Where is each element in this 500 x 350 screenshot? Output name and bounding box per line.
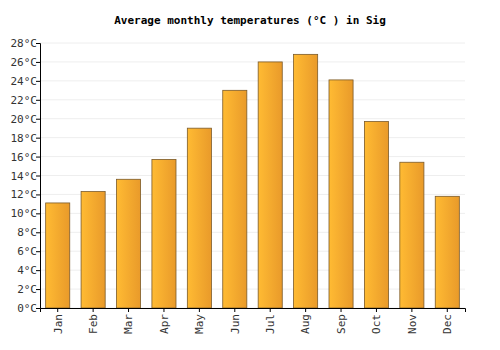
x-tick-label: Dec (441, 314, 454, 334)
y-tick: 28°C (11, 37, 41, 50)
y-tick-label: 2°C (17, 283, 37, 296)
x-axis: Jan Feb Mar Apr May Jun Jul Aug Sep Oct Nov Dec (41, 308, 466, 334)
grid-line (40, 61, 465, 62)
x-tick: Feb (87, 308, 100, 334)
x-tick-mark (128, 308, 129, 312)
x-tick: May (193, 308, 206, 334)
y-tick: 18°C (11, 132, 41, 145)
y-tick: 14°C (11, 170, 41, 183)
x-tick: Nov (406, 308, 419, 334)
x-tick-label: Jun (229, 314, 242, 334)
y-tick: 6°C (17, 245, 40, 258)
grid-line (40, 137, 465, 138)
x-tick-label: Apr (158, 314, 171, 334)
y-tick-label: 24°C (11, 75, 38, 88)
y-tick-label: 0°C (17, 302, 37, 315)
title: Average monthly temperatures (°C ) in Si… (114, 14, 386, 27)
bar (152, 159, 176, 308)
bar (258, 62, 282, 308)
y-tick-label: 16°C (11, 151, 38, 164)
y-axis: 0°C 2°C 4°C 6°C 8°C 10°C 12°C 14°C 16°C 18°C 20°C 2… (11, 37, 41, 315)
y-tick: 8°C (17, 226, 40, 239)
y-tick: 24°C (11, 75, 41, 88)
x-tick-label: Oct (370, 314, 383, 334)
y-tick-label: 10°C (11, 207, 38, 220)
chart: 0°C 2°C 4°C 6°C 8°C 10°C 12°C 14°C 16°C 18°C 20°C 2… (0, 0, 500, 350)
y-tick-label: 8°C (17, 226, 37, 239)
x-tick: Oct (370, 308, 383, 334)
x-tick-label: Nov (406, 314, 419, 334)
y-tick: 0°C (17, 302, 40, 315)
grid-line (40, 118, 465, 119)
y-tick: 4°C (17, 264, 40, 277)
bar (364, 122, 388, 308)
y-tick-label: 26°C (11, 56, 38, 69)
x-tick-mark (234, 308, 235, 312)
x-tick: Sep (335, 308, 348, 334)
y-tick: 10°C (11, 207, 41, 220)
x-tick-label: Aug (299, 314, 312, 334)
x-tick: Apr (158, 308, 171, 334)
bar (223, 90, 247, 308)
bar (187, 128, 211, 308)
y-tick-label: 28°C (11, 37, 38, 50)
x-tick-mark (411, 308, 412, 312)
x-tick: Aug (299, 308, 312, 334)
y-tick-label: 14°C (11, 170, 38, 183)
x-axis-line (41, 309, 466, 313)
x-tick-mark (305, 308, 306, 312)
x-tick: Jun (229, 308, 242, 334)
bars (46, 54, 460, 308)
y-tick-label: 20°C (11, 113, 38, 126)
x-tick-label: Jan (52, 314, 65, 334)
x-tick-label: Mar (122, 314, 135, 334)
bar (435, 196, 459, 308)
bar (329, 80, 353, 308)
x-tick: Dec (441, 308, 454, 334)
grid-line (40, 99, 465, 100)
y-tick: 20°C (11, 113, 41, 126)
bar (294, 54, 318, 308)
x-tick-mark (93, 308, 94, 312)
x-tick-mark (57, 308, 58, 312)
bar (400, 162, 424, 308)
grid-line (40, 156, 465, 157)
x-tick-label: Sep (335, 314, 348, 334)
x-tick-label: May (193, 314, 206, 334)
bar (81, 192, 105, 308)
y-tick: 16°C (11, 151, 41, 164)
grid (40, 43, 465, 308)
y-tick: 22°C (11, 94, 41, 107)
y-tick-label: 6°C (17, 245, 37, 258)
y-tick-label: 18°C (11, 132, 38, 145)
plot: 0°C 2°C 4°C 6°C 8°C 10°C 12°C 14°C 16°C 18°C 20°C 2… (11, 37, 466, 334)
x-tick-mark (163, 308, 164, 312)
y-tick-label: 12°C (11, 188, 38, 201)
grid-line (40, 43, 465, 44)
x-tick: Jul (264, 308, 277, 334)
y-tick: 12°C (11, 188, 41, 201)
x-tick-label: Jul (264, 314, 277, 334)
y-tick: 26°C (11, 56, 41, 69)
x-tick: Mar (122, 308, 135, 334)
x-tick-mark (376, 308, 377, 312)
y-tick-label: 4°C (17, 264, 37, 277)
x-tick-mark (341, 308, 342, 312)
x-tick-label: Feb (87, 314, 100, 334)
y-tick-label: 22°C (11, 94, 38, 107)
x-tick-mark (270, 308, 271, 312)
x-tick-mark (199, 308, 200, 312)
bar (46, 203, 70, 308)
x-tick-mark (447, 308, 448, 312)
y-tick: 2°C (17, 283, 40, 296)
grid-line (40, 80, 465, 81)
x-tick: Jan (52, 308, 65, 334)
bar (117, 179, 141, 308)
